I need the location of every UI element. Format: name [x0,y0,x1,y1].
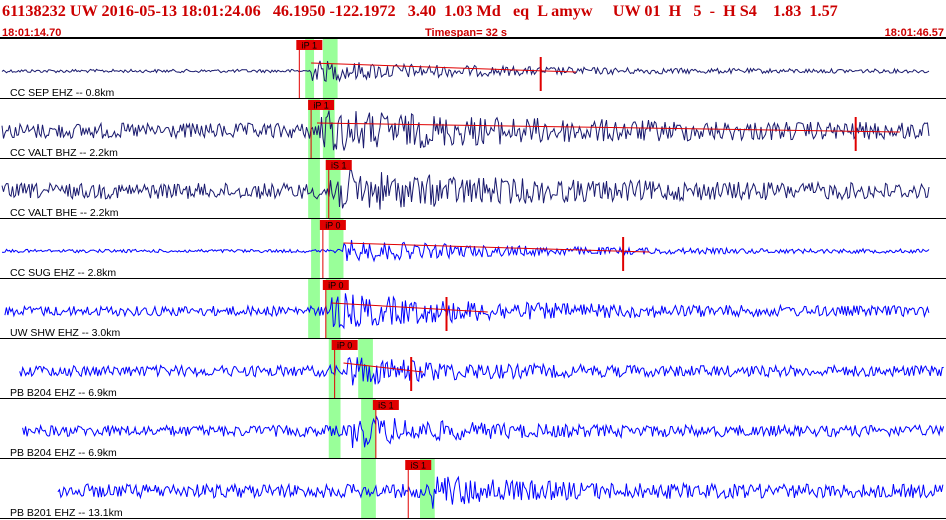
pick-window [328,399,341,459]
station-label: PB B204 EHZ -- 6.9km [10,447,117,459]
coda-line [343,362,424,373]
pick-flag[interactable] [319,220,346,230]
waveform [19,356,944,386]
station-label: UW SHW EHZ -- 3.0km [10,327,120,339]
pick-window [325,279,341,339]
waveform [1,60,930,83]
station-label: CC VALT BHE -- 2.2km [10,207,119,219]
trace-panel[interactable]: iP 1 CC VALT BHZ -- 2.2km [0,99,946,159]
station-label: CC SUG EHZ -- 2.8km [10,267,116,279]
station-label: CC SEP EHZ -- 0.8km [10,87,114,99]
coda-line [331,302,488,313]
pick-flag[interactable] [322,280,349,290]
pick-window [322,99,335,159]
waveform [1,239,930,263]
header-divider [0,37,946,39]
pick-flag[interactable] [372,400,399,410]
trace-panel[interactable]: iP 0 CC SUG EHZ -- 2.8km [0,219,946,279]
coda-line [316,122,900,133]
pick-label: iP 0 [337,341,352,351]
end-time-label: 18:01:46.57 [884,27,944,39]
waveform [4,293,930,330]
pick-label: iP 0 [325,221,340,231]
pick-window [311,219,320,279]
trace-panel[interactable]: iP 0 UW SHW EHZ -- 3.0km [0,279,946,339]
pick-flag[interactable] [405,460,432,470]
header-bar: 61138232 UW 2016-05-13 18:01:24.06 46.19… [0,0,946,39]
pick-flag[interactable] [296,40,323,50]
pick-label: iS 1 [378,401,394,411]
station-label: PB B201 EHZ -- 13.1km [10,507,123,519]
pick-flag[interactable] [325,160,352,170]
station-label: CC VALT BHZ -- 2.2km [10,147,118,159]
trace-panel[interactable]: iP 0 PB B204 EHZ -- 6.9km [0,339,946,399]
pick-window [308,99,320,159]
waveform [57,475,944,509]
pick-flag[interactable] [308,100,335,110]
pick-label: iS 1 [410,461,426,471]
trace-panel[interactable]: iS 1 PB B204 EHZ -- 6.9km [0,399,946,459]
event-summary-line: 61138232 UW 2016-05-13 18:01:24.06 46.19… [2,2,838,20]
coda-line [343,242,650,253]
pick-window [308,159,320,219]
pick-flag[interactable] [331,340,358,350]
pick-label: iP 1 [302,41,317,51]
trace-panel[interactable]: iP 1 CC SEP EHZ -- 0.8km [0,39,946,99]
pick-window [420,459,435,519]
pick-window [328,219,344,279]
pick-label: iS 1 [331,161,347,171]
coda-line [311,62,577,73]
timespan-label: Timespan= 32 s [425,27,508,39]
trace-panel[interactable]: iS 1 CC VALT BHE -- 2.2km [0,159,946,219]
pick-window [305,39,315,99]
start-time-label: 18:01:14.70 [2,27,62,39]
waveform [1,169,930,210]
waveform [22,415,945,449]
trace-panel[interactable]: iS 1 PB B201 EHZ -- 13.1km [0,459,946,519]
pick-label: iP 0 [328,281,343,291]
seismogram-panels[interactable]: iP 1 CC SEP EHZ -- 0.8km iP 1 CC VALT BHZ -… [0,39,946,520]
waveform [1,110,930,151]
pick-window [325,159,341,219]
pick-window [358,339,373,399]
pick-label: iP 1 [313,101,328,111]
station-label: PB B204 EHZ -- 6.9km [10,387,117,399]
